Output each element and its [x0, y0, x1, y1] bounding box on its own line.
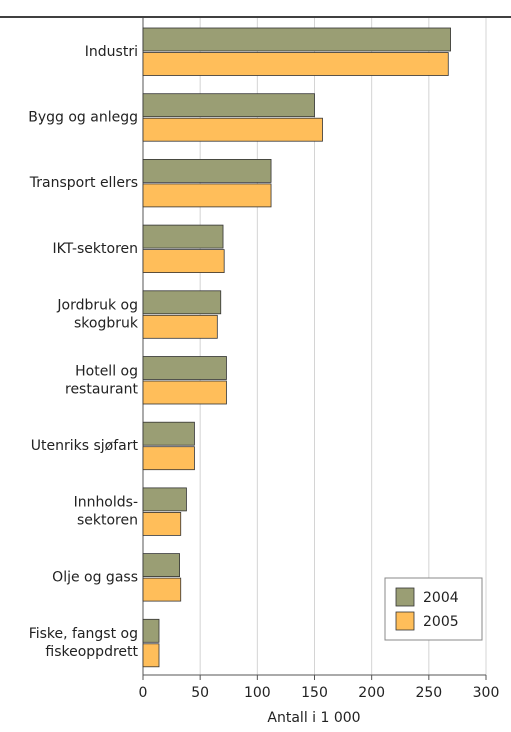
bar — [142, 52, 449, 76]
y-tick-label: Jordbruk og skogbruk — [56, 298, 139, 332]
bar — [142, 421, 195, 446]
y-tick-label: Fiske, fangst og fiskeoppdrett — [29, 626, 139, 660]
legend-box — [384, 577, 483, 641]
bar — [142, 643, 160, 668]
y-tick-label: Transport ellers — [29, 175, 138, 191]
y-tick-label: Utenriks sjøfart — [31, 438, 139, 454]
x-tick-label: 0 — [139, 685, 148, 701]
bar — [142, 183, 272, 208]
x-tick-label: 200 — [358, 685, 385, 701]
bar — [142, 618, 160, 643]
x-tick-label: 100 — [244, 685, 271, 701]
bar — [142, 512, 182, 536]
y-tick-label: Bygg og anlegg — [28, 109, 138, 125]
y-tick-label: Hotell og restaurant — [65, 363, 139, 397]
bar — [142, 249, 225, 274]
bar — [142, 380, 227, 405]
bar — [142, 290, 222, 315]
bar — [142, 224, 224, 249]
bar — [142, 27, 451, 52]
legend-swatch — [395, 587, 415, 607]
y-tick-label: IKT-sektoren — [52, 241, 138, 257]
x-tick-label: 250 — [415, 685, 442, 701]
bar — [142, 446, 195, 471]
y-tick-label: Innholds-sektoren — [74, 495, 138, 529]
y-tick-label: Olje og gass — [52, 569, 138, 585]
legend-label: 2004 — [423, 590, 459, 606]
bar — [142, 314, 218, 339]
bar — [142, 577, 182, 602]
y-tick-label: Industri — [85, 44, 138, 60]
x-axis-label: Antall i 1 000 — [267, 710, 360, 726]
bar — [142, 93, 315, 118]
x-tick-label: 50 — [191, 685, 209, 701]
bar — [142, 117, 323, 142]
legend-label: 2005 — [423, 614, 459, 630]
x-tick-label: 300 — [473, 685, 500, 701]
bar — [142, 487, 187, 512]
bar — [142, 356, 227, 380]
bar — [142, 158, 272, 183]
legend-swatch — [395, 611, 415, 631]
bar — [142, 553, 180, 577]
x-tick-label: 150 — [301, 685, 328, 701]
